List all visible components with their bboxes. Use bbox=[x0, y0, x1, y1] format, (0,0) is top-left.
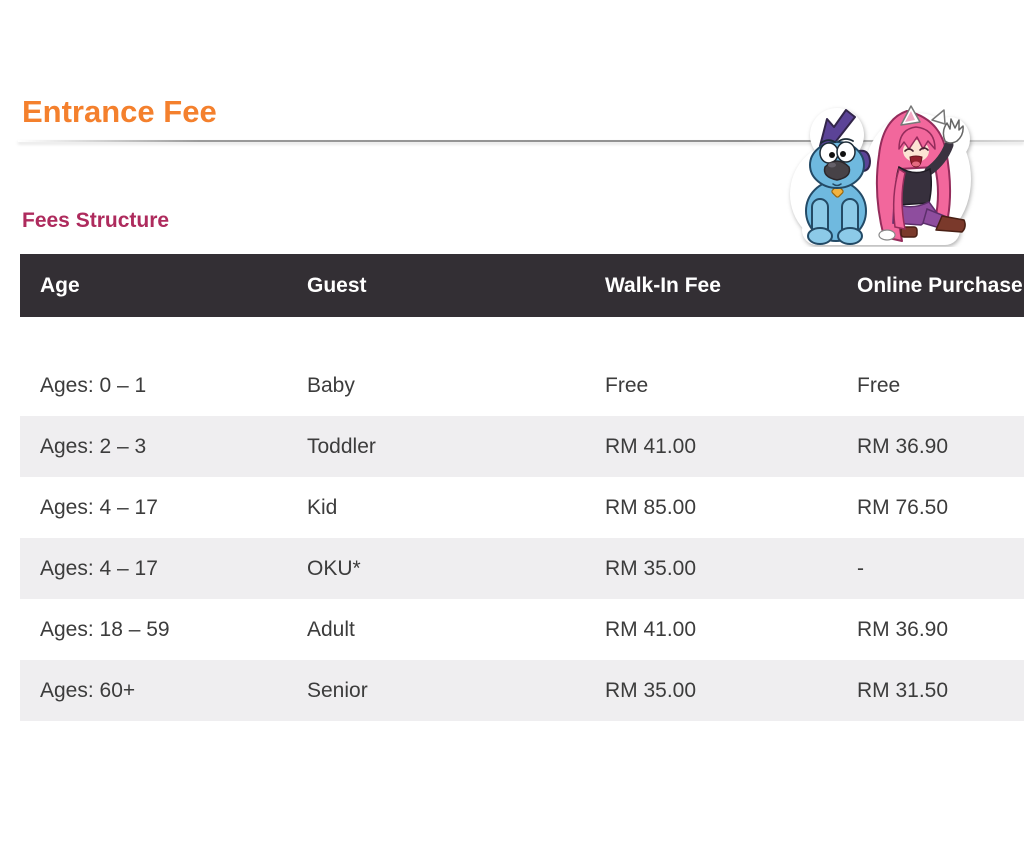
cell-online-purchase: - bbox=[857, 556, 864, 580]
cell-guest: OKU* bbox=[307, 556, 361, 580]
cell-walk-in-fee: RM 41.00 bbox=[605, 434, 697, 458]
cell-guest: Baby bbox=[307, 373, 355, 397]
section-heading: Fees Structure bbox=[22, 209, 170, 232]
col-header-walk-in-fee: Walk-In Fee bbox=[585, 254, 837, 317]
fees-table: Age Guest Walk-In Fee Online Purchase Ag… bbox=[20, 254, 1024, 721]
cell-age: Ages: 60+ bbox=[40, 678, 136, 702]
cell-walk-in-fee: RM 85.00 bbox=[605, 495, 697, 519]
cell-online-purchase: RM 31.50 bbox=[857, 678, 949, 702]
cell-online-purchase: Free bbox=[857, 373, 901, 397]
cell-guest: Kid bbox=[307, 495, 338, 519]
fee-row-kid: Ages: 4 – 17 Kid RM 85.00 RM 76.50 bbox=[20, 477, 1024, 538]
col-header-guest: Guest bbox=[287, 254, 585, 317]
fee-row-adult: Ages: 18 – 59 Adult RM 41.00 RM 36.90 bbox=[20, 599, 1024, 660]
title-divider bbox=[18, 140, 1024, 142]
fee-row-baby: Ages: 0 – 1 Baby Free Free bbox=[20, 355, 1024, 416]
fee-row-toddler: Ages: 2 – 3 Toddler RM 41.00 RM 36.90 bbox=[20, 416, 1024, 477]
fee-row-oku: Ages: 4 – 17 OKU* RM 35.00 - bbox=[20, 538, 1024, 599]
cell-online-purchase: RM 36.90 bbox=[857, 617, 949, 641]
col-header-online-purchase: Online Purchase bbox=[837, 254, 1024, 317]
cell-online-purchase: RM 76.50 bbox=[857, 495, 949, 519]
cell-age: Ages: 18 – 59 bbox=[40, 617, 170, 641]
cell-guest: Toddler bbox=[307, 434, 376, 458]
mascot-sticker bbox=[790, 105, 971, 245]
cell-age: Ages: 2 – 3 bbox=[40, 434, 147, 458]
dog-icon bbox=[805, 109, 872, 245]
girl-icon bbox=[875, 105, 966, 242]
cell-walk-in-fee: RM 35.00 bbox=[605, 556, 697, 580]
cell-guest: Senior bbox=[307, 678, 368, 702]
cell-age: Ages: 4 – 17 bbox=[40, 495, 158, 519]
col-header-age: Age bbox=[20, 254, 287, 317]
cell-walk-in-fee: Free bbox=[605, 373, 649, 397]
cell-age: Ages: 4 – 17 bbox=[40, 556, 158, 580]
page-title: Entrance Fee bbox=[22, 94, 217, 129]
cell-walk-in-fee: RM 35.00 bbox=[605, 678, 697, 702]
cell-walk-in-fee: RM 41.00 bbox=[605, 617, 697, 641]
fees-table-header-row: Age Guest Walk-In Fee Online Purchase bbox=[20, 254, 1024, 317]
cell-age: Ages: 0 – 1 bbox=[40, 373, 147, 397]
cell-online-purchase: RM 36.90 bbox=[857, 434, 949, 458]
cell-guest: Adult bbox=[307, 617, 355, 641]
spacer-row bbox=[20, 317, 1024, 355]
fee-row-senior: Ages: 60+ Senior RM 35.00 RM 31.50 bbox=[20, 660, 1024, 721]
